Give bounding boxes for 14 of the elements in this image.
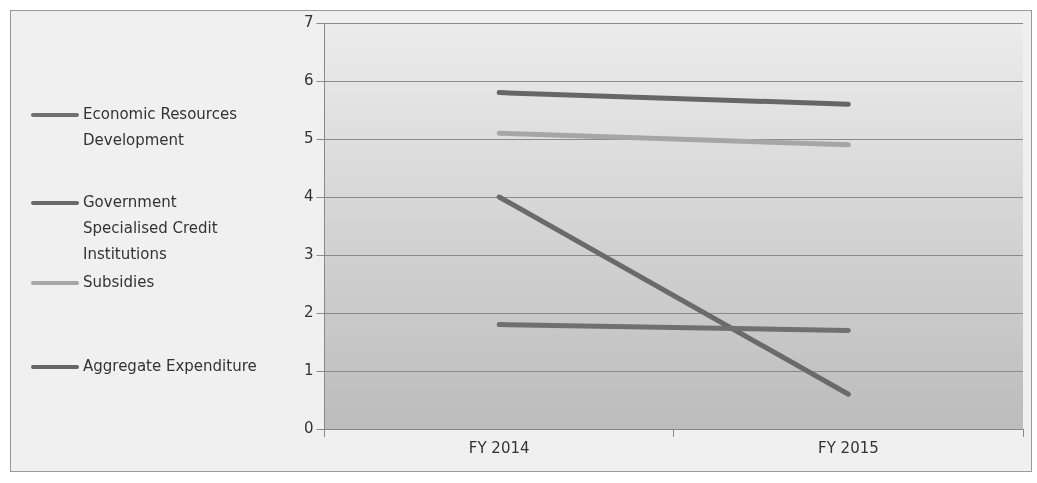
y-tick-label: 6 bbox=[304, 70, 314, 89]
y-tick-label: 0 bbox=[304, 418, 314, 437]
x-tick-label: FY 2014 bbox=[468, 438, 530, 457]
y-tick-label: 3 bbox=[304, 244, 314, 263]
y-tick-label: 5 bbox=[304, 128, 314, 147]
x-tick-label: FY 2015 bbox=[818, 438, 879, 457]
y-tick-label: 7 bbox=[304, 12, 314, 31]
legend-label: Economic Resources Development bbox=[83, 105, 237, 149]
legend-label: Aggregate Expenditure bbox=[83, 357, 257, 375]
legend-label: Government Specialised Credit Institutions bbox=[83, 193, 218, 263]
y-tick-label: 2 bbox=[304, 302, 314, 321]
y-tick-label: 1 bbox=[304, 360, 314, 379]
y-tick-label: 4 bbox=[304, 186, 314, 205]
legend-label: Subsidies bbox=[83, 273, 155, 291]
